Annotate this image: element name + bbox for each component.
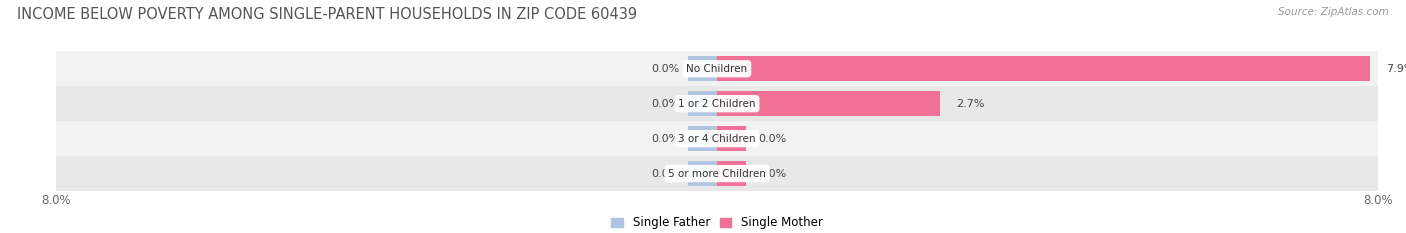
Text: 0.0%: 0.0% <box>651 134 681 144</box>
Bar <box>688 91 717 116</box>
Text: 3 or 4 Children: 3 or 4 Children <box>678 134 756 144</box>
Bar <box>56 121 1378 156</box>
Bar <box>717 56 1369 81</box>
Text: 1 or 2 Children: 1 or 2 Children <box>678 99 756 109</box>
Bar <box>688 126 717 151</box>
Bar <box>717 161 747 186</box>
Bar <box>717 91 941 116</box>
Legend: Single Father, Single Mother: Single Father, Single Mother <box>607 212 827 233</box>
Text: Source: ZipAtlas.com: Source: ZipAtlas.com <box>1278 7 1389 17</box>
Bar <box>56 86 1378 121</box>
Text: 2.7%: 2.7% <box>956 99 986 109</box>
Bar <box>688 56 717 81</box>
Text: 0.0%: 0.0% <box>758 134 786 144</box>
Bar <box>688 161 717 186</box>
Text: 0.0%: 0.0% <box>758 169 786 178</box>
Text: No Children: No Children <box>686 64 748 74</box>
Text: 0.0%: 0.0% <box>651 169 681 178</box>
Text: 5 or more Children: 5 or more Children <box>668 169 766 178</box>
Text: INCOME BELOW POVERTY AMONG SINGLE-PARENT HOUSEHOLDS IN ZIP CODE 60439: INCOME BELOW POVERTY AMONG SINGLE-PARENT… <box>17 7 637 22</box>
Bar <box>717 126 747 151</box>
Text: 0.0%: 0.0% <box>651 64 681 74</box>
Bar <box>56 156 1378 191</box>
Text: 7.9%: 7.9% <box>1386 64 1406 74</box>
Bar <box>56 51 1378 86</box>
Text: 0.0%: 0.0% <box>651 99 681 109</box>
